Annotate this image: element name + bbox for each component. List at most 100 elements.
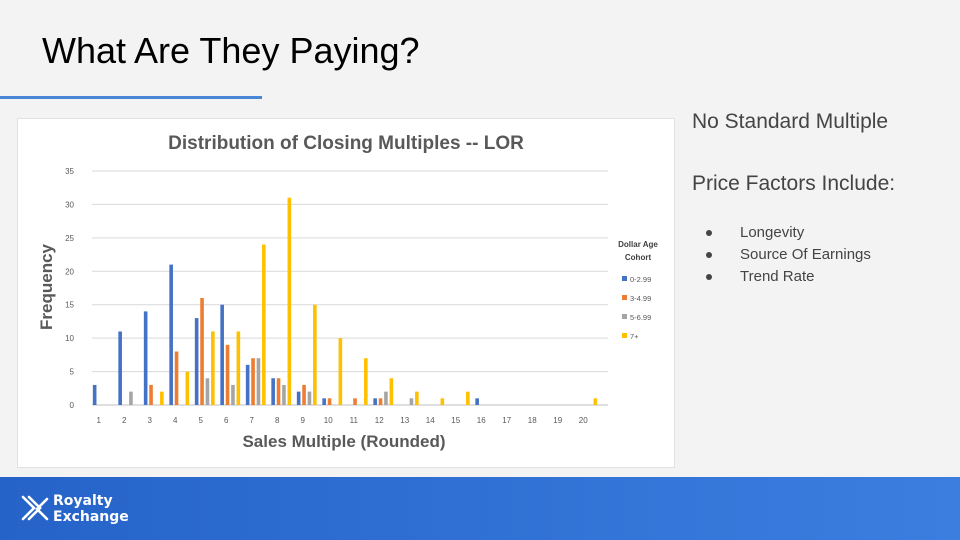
x-tick-labels: 1 2 3 4 5 6 7 8 9 10 11 12 13 14 15 16 17 18 19 20 — [97, 416, 589, 425]
chart-bars — [92, 197, 598, 405]
x-tick-label: 14 — [426, 416, 435, 425]
x-tick-label: 16 — [477, 416, 486, 425]
x-tick-label: 11 — [350, 416, 359, 425]
bar — [200, 298, 204, 405]
bar — [593, 398, 598, 405]
y-tick-label: 20 — [65, 267, 74, 276]
bar — [440, 398, 445, 405]
bar — [211, 331, 215, 405]
side-heading-standard: No Standard Multiple — [692, 110, 889, 133]
list-item: Source Of Earnings — [706, 244, 952, 266]
chart-title: Distribution of Closing Multiples -- LOR — [168, 133, 524, 154]
legend-swatch — [622, 276, 627, 281]
bar — [174, 351, 179, 405]
bar — [225, 344, 230, 405]
bar — [129, 391, 133, 405]
slide-title: What Are They Paying? — [42, 30, 420, 71]
bar — [313, 304, 317, 405]
list-item: Trend Rate — [706, 266, 952, 288]
x-tick-label: 20 — [579, 416, 588, 425]
factor-label: Source Of Earnings — [740, 246, 871, 263]
x-tick-label: 7 — [250, 416, 255, 425]
legend-swatch — [622, 333, 627, 338]
y-tick-label: 5 — [70, 368, 75, 377]
bar — [475, 398, 479, 405]
y-axis-label: Frequency — [37, 243, 56, 330]
x-tick-label: 4 — [173, 416, 178, 425]
x-tick-label: 1 — [97, 416, 102, 425]
chart-panel: Distribution of Closing Multiples -- LOR… — [17, 118, 675, 468]
x-tick-label: 18 — [528, 416, 537, 425]
x-tick-label: 12 — [375, 416, 384, 425]
legend-title: Dollar Age Cohort — [618, 240, 658, 262]
bar — [92, 384, 97, 405]
bar — [185, 371, 190, 405]
legend-label: 5-6.99 — [630, 313, 651, 322]
y-tick-label: 0 — [70, 401, 75, 410]
x-tick-label: 8 — [275, 416, 280, 425]
bar — [378, 398, 383, 405]
side-text: No Standard Multiple Price Factors Inclu… — [692, 110, 952, 288]
bar — [353, 398, 357, 405]
bar — [251, 358, 255, 405]
x-tick-label: 6 — [224, 416, 229, 425]
bar — [160, 391, 164, 405]
bar — [364, 358, 368, 405]
bar — [296, 391, 301, 405]
bar — [220, 304, 224, 405]
x-tick-label: 13 — [400, 416, 409, 425]
bar — [338, 338, 343, 405]
y-tick-label: 15 — [65, 301, 74, 310]
y-tick-label: 30 — [65, 200, 74, 209]
bar — [373, 398, 377, 405]
bar — [169, 264, 173, 405]
logo-line-2: Exchange — [53, 509, 129, 525]
x-tick-label: 17 — [502, 416, 511, 425]
factor-label: Longevity — [740, 224, 805, 241]
bar — [236, 331, 241, 405]
bullet-icon — [706, 252, 712, 258]
legend-label: 3-4.99 — [630, 294, 651, 303]
bar — [276, 378, 281, 405]
factor-label: Trend Rate — [740, 268, 815, 285]
x-tick-label: 3 — [148, 416, 153, 425]
bullet-icon — [706, 230, 712, 236]
side-heading-factors: Price Factors Include: — [692, 172, 896, 195]
y-tick-label: 35 — [65, 167, 74, 176]
x-tick-label: 2 — [122, 416, 127, 425]
factor-list: Longevity Source Of Earnings Trend Rate — [706, 222, 952, 288]
logo-line-1: Royalty — [53, 493, 113, 509]
bar — [307, 391, 312, 405]
royalty-exchange-logo-mark-icon — [21, 495, 49, 521]
x-tick-label: 10 — [324, 416, 333, 425]
bar — [327, 398, 332, 405]
bar — [322, 398, 326, 405]
y-tick-label: 10 — [65, 334, 74, 343]
y-tick-labels: 0 5 10 15 20 25 30 35 — [65, 167, 74, 410]
footer-bar: Royalty Exchange — [0, 477, 960, 540]
chart-legend: Dollar Age Cohort 0-2.99 3-4.99 5-6.99 7+ — [618, 240, 658, 341]
chart-svg: Distribution of Closing Multiples -- LOR… — [37, 133, 658, 451]
x-tick-label: 9 — [301, 416, 306, 425]
bar — [415, 391, 419, 405]
bar — [409, 398, 414, 405]
bar — [389, 378, 394, 405]
x-axis-label: Sales Multiple (Rounded) — [242, 432, 445, 451]
bar — [302, 384, 306, 405]
x-tick-label: 15 — [451, 416, 460, 425]
x-tick-label: 19 — [553, 416, 562, 425]
bar — [245, 364, 250, 405]
bar — [271, 378, 275, 405]
bar — [287, 197, 292, 405]
bar — [149, 384, 153, 405]
x-tick-label: 5 — [199, 416, 204, 425]
bar — [466, 391, 470, 405]
y-tick-label: 25 — [65, 234, 74, 243]
bar — [143, 311, 148, 405]
bar — [256, 358, 261, 405]
legend-swatch — [622, 314, 627, 319]
bar — [282, 384, 286, 405]
bar — [384, 391, 388, 405]
list-item: Longevity — [706, 222, 952, 244]
logo-text: Royalty Exchange — [53, 493, 129, 525]
